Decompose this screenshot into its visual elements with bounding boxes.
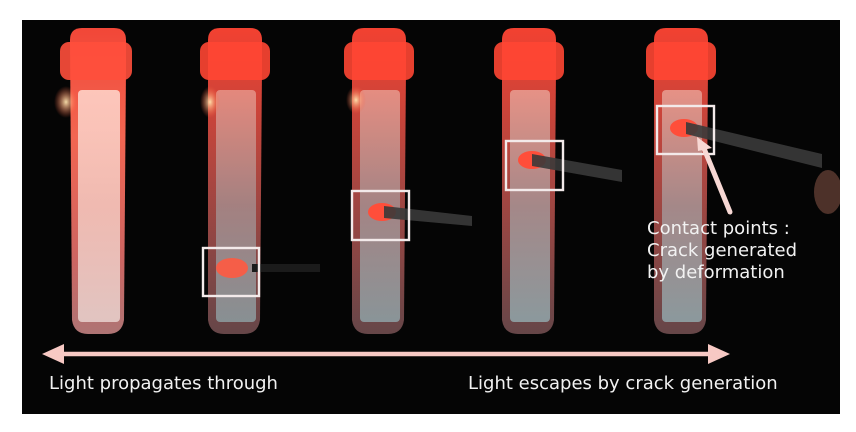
label-light-escapes: Light escapes by crack generation xyxy=(468,373,778,394)
callout-line-1: Contact points : xyxy=(647,218,790,239)
lighter-1 xyxy=(54,28,132,334)
lighter-4 xyxy=(494,28,622,334)
photo-panel xyxy=(22,20,840,414)
callout-line-2: Crack generated xyxy=(647,240,798,261)
contact-points-callout: Contact points : Crack generated by defo… xyxy=(647,218,797,284)
contact-box-3 xyxy=(350,189,411,242)
lighter-3 xyxy=(344,28,472,334)
photo-illustration xyxy=(42,28,840,364)
lighter-2 xyxy=(200,28,320,334)
direction-arrow xyxy=(42,344,730,364)
callout-arrow xyxy=(697,137,733,215)
callout-line-3: by deformation xyxy=(647,262,785,283)
contact-box-2 xyxy=(201,246,261,298)
label-light-propagates: Light propagates through xyxy=(49,373,278,394)
contact-box-5 xyxy=(655,104,716,156)
contact-box-4 xyxy=(504,139,565,192)
lighter-5 xyxy=(646,28,840,334)
